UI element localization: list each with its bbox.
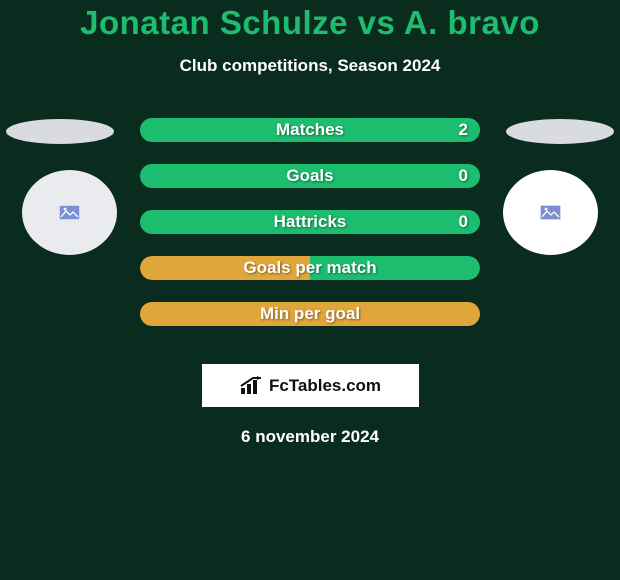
stat-bar: Matches 2	[140, 118, 480, 142]
bar-chart-icon	[239, 376, 265, 396]
stat-bar-label: Hattricks	[274, 212, 347, 232]
stat-bar-value-right: 0	[459, 166, 468, 186]
placeholder-frame	[540, 205, 561, 220]
placeholder-sun	[545, 208, 548, 211]
comparison-row: Matches 2 Goals 0 Hattricks 0 Goals per match M…	[0, 122, 620, 352]
player-right-country-ellipse	[506, 119, 614, 144]
placeholder-frame	[59, 205, 80, 220]
placeholder-sun	[64, 208, 67, 211]
subtitle: Club competitions, Season 2024	[0, 56, 620, 76]
placeholder-mountains	[542, 211, 559, 217]
infographic-root: Jonatan Schulze vs A. bravo Club competi…	[0, 0, 620, 580]
stat-bar-label: Matches	[276, 120, 344, 140]
stat-bar-label: Min per goal	[260, 304, 360, 324]
source-logo-text: FcTables.com	[269, 376, 381, 396]
stat-bar: Hattricks 0	[140, 210, 480, 234]
stat-bar-value-right: 0	[459, 212, 468, 232]
stat-bar-label: Goals per match	[243, 258, 376, 278]
stat-bar: Min per goal	[140, 302, 480, 326]
source-logo-box: FcTables.com	[202, 364, 419, 407]
date-label: 6 november 2024	[0, 427, 620, 447]
stat-bar-value-right: 2	[459, 120, 468, 140]
stat-bars: Matches 2 Goals 0 Hattricks 0 Goals per match M…	[140, 118, 480, 348]
placeholder-mountains	[61, 211, 78, 217]
player-right-avatar	[503, 170, 598, 255]
image-placeholder-icon	[540, 205, 561, 220]
stat-bar: Goals per match	[140, 256, 480, 280]
player-left-avatar	[22, 170, 117, 255]
stat-bar-label: Goals	[286, 166, 333, 186]
stat-bar: Goals 0	[140, 164, 480, 188]
image-placeholder-icon	[59, 205, 80, 220]
page-title: Jonatan Schulze vs A. bravo	[0, 4, 620, 42]
player-left-country-ellipse	[6, 119, 114, 144]
